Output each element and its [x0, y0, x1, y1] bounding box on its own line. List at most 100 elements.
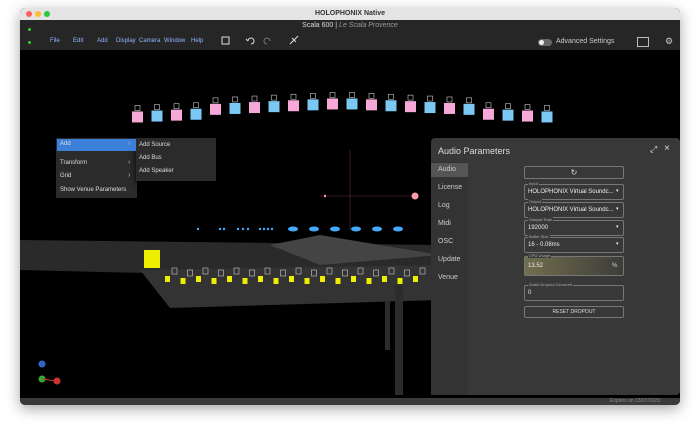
stage-speaker[interactable] — [211, 278, 217, 284]
speaker-tag — [485, 102, 492, 109]
window-title: HOLOPHONIX Native — [314, 10, 385, 17]
speaker[interactable] — [249, 102, 260, 114]
speaker[interactable] — [132, 111, 143, 123]
speaker[interactable] — [444, 102, 455, 114]
speaker[interactable] — [346, 98, 358, 110]
source-point[interactable] — [411, 192, 419, 200]
context-item[interactable]: Grid — [60, 173, 72, 179]
zoom-button[interactable] — [44, 11, 50, 17]
speaker[interactable] — [151, 110, 163, 122]
menu-item[interactable]: Edit — [73, 38, 84, 44]
stage-speaker[interactable] — [351, 276, 356, 282]
tool-icon[interactable] — [289, 35, 299, 45]
menu-item[interactable]: File — [50, 38, 60, 44]
submenu-item[interactable]: Add Source — [139, 142, 171, 148]
field[interactable] — [524, 237, 624, 253]
menu-item[interactable]: Help — [191, 38, 204, 44]
context-item[interactable]: Transform — [60, 160, 88, 166]
bus-dot — [262, 227, 266, 231]
speaker[interactable] — [210, 103, 221, 115]
speaker[interactable] — [366, 99, 377, 111]
toolbar — [20, 20, 680, 50]
speaker[interactable] — [424, 102, 436, 114]
refresh-button[interactable]: ↻ — [524, 166, 624, 179]
speaker[interactable] — [288, 100, 299, 112]
stage-speaker[interactable] — [165, 276, 170, 282]
menu-item[interactable]: Camera — [139, 38, 161, 44]
bus-node[interactable] — [330, 226, 340, 232]
selected-speaker[interactable] — [144, 250, 160, 268]
stage-speaker[interactable] — [382, 276, 387, 282]
stage-speaker[interactable] — [258, 276, 263, 282]
field[interactable] — [524, 202, 624, 218]
speaker[interactable] — [522, 110, 533, 122]
stage-speaker[interactable] — [227, 276, 232, 282]
close-button[interactable] — [26, 11, 32, 17]
tab[interactable]: Log — [438, 202, 450, 209]
minimize-button[interactable] — [35, 11, 41, 17]
speaker[interactable] — [463, 103, 475, 115]
redo-icon[interactable] — [263, 37, 271, 45]
speaker[interactable] — [171, 109, 182, 121]
layout-icon[interactable] — [637, 37, 649, 47]
speaker[interactable] — [268, 101, 280, 113]
stage-speaker[interactable] — [196, 276, 201, 282]
expand-icon[interactable]: ⤢ — [650, 144, 658, 154]
speaker-tag — [446, 96, 453, 103]
field[interactable] — [524, 285, 624, 301]
tab[interactable]: Venue — [438, 274, 458, 281]
tab[interactable]: Audio — [438, 166, 456, 173]
tab[interactable]: Midi — [438, 220, 451, 227]
undo-icon[interactable] — [245, 37, 255, 45]
submenu — [136, 138, 216, 181]
stage-speaker[interactable] — [304, 278, 310, 284]
field[interactable] — [524, 256, 624, 276]
dropdown-arrow: ▾ — [616, 241, 619, 247]
speaker[interactable] — [541, 111, 553, 123]
settings-icon[interactable]: ⚙ — [665, 36, 674, 46]
save-icon[interactable] — [221, 36, 230, 45]
reset-dropout-button[interactable]: RESET DROPOUT — [524, 306, 624, 318]
close-panel[interactable]: × — [664, 143, 670, 154]
speaker[interactable] — [502, 109, 514, 121]
pillar — [395, 285, 403, 395]
context-item[interactable]: Show Venue Parameters — [60, 187, 127, 193]
submenu-item[interactable]: Add Bus — [139, 155, 162, 161]
stage-speaker[interactable] — [242, 278, 248, 284]
menu-item[interactable]: Add — [97, 38, 108, 44]
bus-node[interactable] — [372, 226, 382, 232]
tab[interactable]: Update — [438, 256, 461, 263]
stage-speaker[interactable] — [397, 278, 403, 284]
bus-node[interactable] — [309, 226, 319, 232]
menu-item[interactable]: Window — [164, 38, 186, 44]
submenu-item[interactable]: Add Speaker — [139, 168, 174, 174]
stage-speaker[interactable] — [273, 278, 279, 284]
stage-speaker[interactable] — [180, 278, 186, 284]
stage-speaker[interactable] — [413, 276, 418, 282]
advanced-settings-label[interactable]: Advanced Settings — [556, 38, 615, 45]
tab[interactable]: OSC — [438, 238, 454, 245]
speaker[interactable] — [307, 99, 319, 111]
source-point[interactable] — [323, 194, 327, 198]
speaker[interactable] — [483, 108, 494, 120]
stage-speaker[interactable] — [335, 278, 341, 284]
field-label: Input — [528, 181, 539, 186]
tab[interactable]: License — [438, 184, 463, 191]
context-item[interactable]: Add — [60, 141, 71, 147]
stage-speaker[interactable] — [289, 276, 294, 282]
speaker-tag — [342, 269, 348, 277]
speaker[interactable] — [327, 98, 338, 110]
bus-node[interactable] — [393, 226, 403, 232]
bus-node[interactable] — [351, 226, 361, 232]
field[interactable] — [524, 184, 624, 200]
bus-node[interactable] — [288, 226, 298, 232]
stage-speaker[interactable] — [320, 276, 325, 282]
speaker[interactable] — [229, 102, 241, 114]
toggle[interactable] — [538, 39, 552, 46]
speaker[interactable] — [385, 100, 397, 112]
speaker[interactable] — [190, 108, 202, 120]
stage-speaker[interactable] — [366, 278, 372, 284]
speaker[interactable] — [405, 101, 416, 113]
field[interactable] — [524, 220, 624, 236]
menu-item[interactable]: Display — [116, 38, 136, 44]
